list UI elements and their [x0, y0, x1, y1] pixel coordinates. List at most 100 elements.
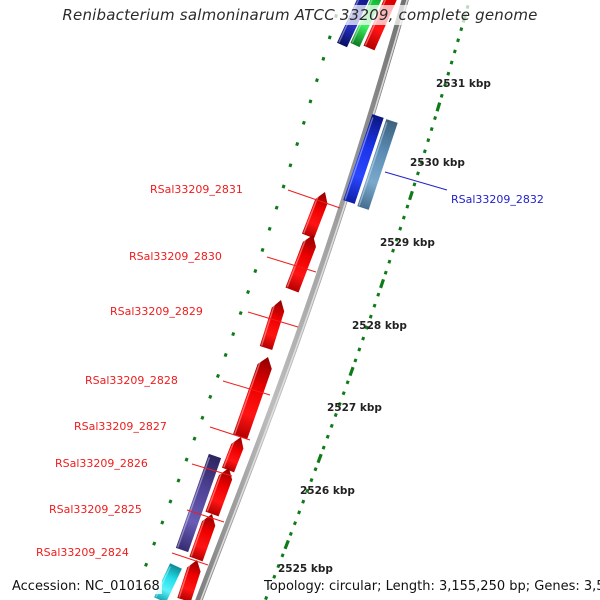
genome-backbone[interactable]	[195, 0, 410, 600]
axis-tick-minor	[215, 373, 220, 379]
gene-feature-highlight	[234, 357, 263, 435]
gene-feature[interactable]	[301, 190, 331, 239]
axis-tick-minor	[364, 325, 369, 330]
gene-feature[interactable]	[357, 119, 398, 210]
axis-tick-minor	[168, 499, 173, 504]
gene-feature[interactable]	[343, 114, 384, 204]
axis-tick-minor	[295, 141, 300, 147]
gene-label-rsal33209_2830[interactable]: RSal33209_2830	[129, 250, 222, 263]
axis-tick-minor	[184, 457, 189, 462]
axis-tick-minor	[412, 182, 417, 187]
gene-feature-body[interactable]	[205, 466, 235, 517]
axis-tick-minor	[333, 412, 338, 418]
axis-tick-major	[461, 13, 468, 23]
axis-tick-minor	[288, 163, 293, 168]
gene-feature[interactable]	[189, 512, 218, 562]
gene-label-rsal33209_2827[interactable]: RSal33209_2827	[74, 420, 167, 433]
axis-tick-label: 2525 kbp	[278, 563, 333, 575]
gene-feature-highlight	[260, 301, 277, 346]
axis-tick-minor	[327, 35, 332, 40]
axis-tick-minor	[267, 226, 272, 231]
gene-label-leader-line	[209, 426, 251, 441]
axis-tick-minor	[144, 562, 149, 567]
axis-tick-minor	[200, 415, 205, 420]
axis-tick-minor	[376, 292, 381, 297]
axis-tick-minor	[268, 585, 273, 590]
axis-tick-minor	[452, 49, 457, 54]
axis-tick-major	[283, 539, 290, 550]
gene-feature-body[interactable]	[259, 298, 287, 350]
axis-tick-minor	[439, 93, 444, 98]
axis-tick-minor	[246, 289, 251, 295]
axis-tick-marks-inner	[135, 13, 338, 589]
gene-feature-body[interactable]	[357, 119, 398, 210]
gene-label-rsal33209_2828[interactable]: RSal33209_2828	[85, 374, 178, 387]
axis-tick-minor	[401, 215, 406, 220]
axis-tick-minor	[313, 467, 318, 472]
axis-tick-minor	[292, 521, 297, 526]
axis-tick-minor	[345, 380, 350, 385]
axis-tick-major	[408, 190, 414, 201]
gene-feature-body[interactable]	[189, 512, 218, 562]
axis-tick-minor	[281, 184, 286, 189]
axis-tick-minor	[321, 445, 326, 450]
axis-tick-minor	[253, 268, 258, 274]
gene-label-leader-line	[287, 189, 341, 209]
gene-feature-body[interactable]	[343, 114, 384, 204]
gene-feature[interactable]	[177, 558, 203, 600]
axis-tick-label: 2527 kbp	[327, 402, 382, 414]
gene-feature-body[interactable]	[232, 355, 275, 440]
gene-feature-highlight	[344, 117, 374, 200]
axis-tick-minor	[308, 99, 313, 104]
gene-feature-body[interactable]	[301, 190, 331, 239]
gene-feature-layer[interactable]	[154, 0, 405, 600]
axis-tick-minor	[394, 237, 399, 242]
axis-tick-major	[316, 453, 323, 464]
gene-label-rsal33209_2825[interactable]: RSal33209_2825	[49, 503, 142, 516]
axis-tick-minor	[309, 477, 314, 483]
axis-tick-minor	[301, 120, 306, 125]
axis-tick-minor	[449, 60, 454, 65]
gene-feature[interactable]	[154, 563, 182, 600]
gene-feature[interactable]	[285, 233, 319, 293]
axis-tick-marks-outer	[264, 4, 470, 600]
gene-feature-body[interactable]	[221, 435, 247, 473]
axis-tick-minor	[334, 13, 338, 19]
axis-tick-minor	[361, 336, 366, 341]
gene-label-rsal33209_2826[interactable]: RSal33209_2826	[55, 457, 148, 470]
axis-tick-label: 2531 kbp	[436, 78, 491, 90]
gene-feature[interactable]	[221, 435, 247, 473]
gene-feature[interactable]	[232, 355, 275, 440]
axis-tick-minor	[192, 436, 197, 441]
gene-label-rsal33209_2832[interactable]: RSal33209_2832	[451, 193, 544, 206]
gene-label-leader-line	[186, 509, 225, 523]
axis-tick-minor	[176, 478, 181, 483]
axis-tick-minor	[288, 531, 293, 537]
axis-tick-minor	[433, 115, 437, 121]
axis-tick-minor	[152, 541, 157, 546]
axis-tick-minor	[260, 247, 265, 253]
gene-feature[interactable]	[259, 298, 287, 350]
gene-feature-body[interactable]	[175, 453, 222, 553]
gene-label-leader-line	[191, 463, 233, 477]
gene-feature-highlight	[286, 235, 308, 288]
gene-feature-highlight	[223, 437, 236, 468]
axis-tick-minor	[301, 499, 306, 504]
gene-feature-body[interactable]	[285, 233, 319, 293]
axis-tick-minor	[446, 71, 451, 76]
gene-feature[interactable]	[175, 453, 222, 553]
axis-tick-minor	[443, 82, 447, 87]
axis-tick-minor	[280, 553, 285, 558]
axis-tick-minor	[426, 138, 431, 143]
gene-label-rsal33209_2824[interactable]: RSal33209_2824	[36, 546, 129, 559]
gene-feature[interactable]	[205, 466, 235, 517]
axis-tick-minor	[368, 314, 373, 319]
gene-label-rsal33209_2829[interactable]: RSal33209_2829	[110, 305, 203, 318]
gene-feature-body[interactable]	[177, 558, 203, 600]
axis-tick-minor	[325, 434, 330, 439]
axis-tick-minor	[465, 4, 470, 10]
gene-label-rsal33209_2831[interactable]: RSal33209_2831	[150, 183, 243, 196]
gene-feature-body[interactable]	[154, 563, 182, 600]
